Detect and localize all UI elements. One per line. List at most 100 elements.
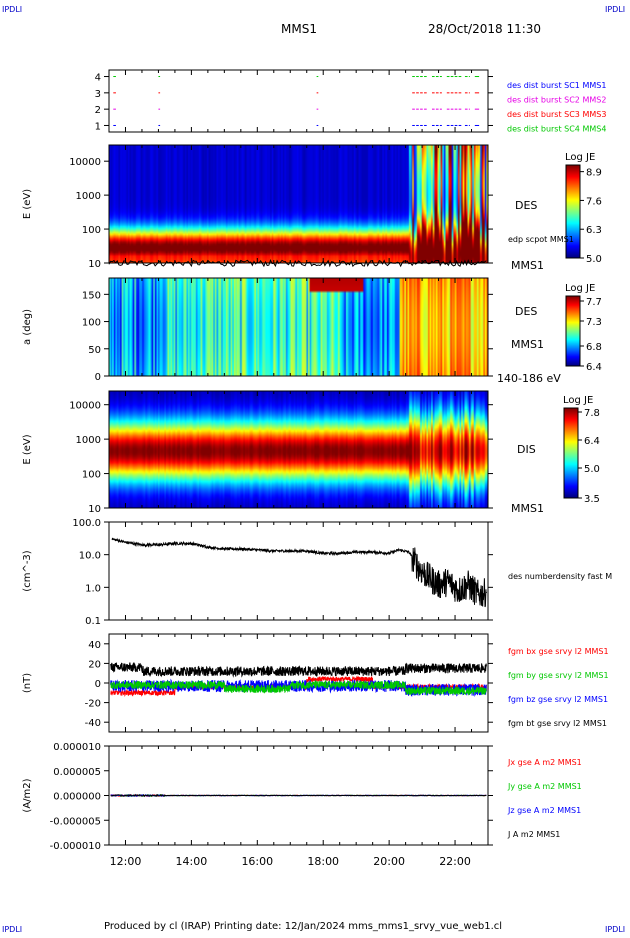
spacecraft-label-1: MMS1	[511, 259, 544, 272]
y-tick-label-2: 150	[82, 290, 101, 301]
spectrogram-layer	[109, 145, 580, 508]
spacecraft-label-2: MMS1	[511, 338, 544, 351]
colorbar-tick-label-3: 7.8	[584, 408, 600, 419]
time-tick-label: 22:00	[439, 855, 471, 868]
bfield-legend-4: fgm bt gse srvy l2 MMS1	[508, 719, 607, 728]
y-tick-label-6: -0.000010	[50, 841, 101, 852]
panel-density-frame	[108, 521, 489, 621]
y-axis-label-3: E (eV)	[22, 434, 33, 464]
colorbar-tick-label-2: 6.8	[586, 342, 602, 353]
corner-label-bottom-left: IPDLI	[2, 925, 22, 934]
bfield-legend-1: fgm bx gse srvy l2 MMS1	[508, 647, 609, 656]
y-tick-label-4: 10.0	[79, 551, 101, 562]
y-axis-label-4: (cm^-3)	[22, 550, 33, 591]
dis-energy-spectrogram	[109, 391, 488, 508]
colorbar-tick-label-2: 7.3	[586, 317, 602, 328]
y-tick-label-2: 0	[95, 372, 101, 383]
footer-text: Produced by cl (IRAP) Printing date: 12/…	[104, 921, 502, 932]
time-tick-label: 16:00	[241, 855, 273, 868]
y-tick-label-4: 100.0	[72, 518, 101, 529]
y-tick-label-3: 1000	[76, 435, 101, 446]
by-line	[110, 679, 487, 697]
corner-label-top-left: IPDLI	[2, 5, 22, 14]
y-tick-label-5: 40	[88, 640, 101, 651]
y-axis-label-1: E (eV)	[22, 189, 33, 219]
des-pitch-angle-spectrogram	[109, 278, 488, 376]
colorbar-frame-2	[565, 295, 581, 367]
colorbar-frame-1	[565, 164, 581, 259]
panel-des-pitch-frame	[108, 277, 489, 377]
colorbar-2	[566, 296, 580, 366]
y-tick-label-5: -40	[85, 718, 101, 729]
y-axis-label-2: a (deg)	[22, 309, 33, 345]
time-tick-label: 12:00	[110, 855, 142, 868]
y-tick-label-1: 100	[82, 225, 101, 236]
y-tick-label-6: 0.000010	[53, 742, 101, 753]
bt-line	[110, 662, 487, 678]
burst-legend-2: des dist burst SC2 MMS2	[507, 96, 606, 105]
colorbar-tick-label-1: 5.0	[586, 254, 602, 265]
current-line-4	[110, 793, 487, 798]
y-tick-label-4: 1.0	[85, 583, 101, 594]
y-tick-label-1: 1000	[76, 191, 101, 202]
time-tick-label: 18:00	[307, 855, 339, 868]
scpot-annotation: edp scpot MMS1	[508, 235, 574, 244]
corner-label-bottom-right: IPDLI	[605, 925, 625, 934]
time-tick-label: 14:00	[176, 855, 208, 868]
plot-layer: 1 2 3 4 des dist burst SC1 MMS1 des dist burs…	[22, 69, 612, 868]
current-legend-2: Jy gse A m2 MMS1	[507, 782, 582, 791]
y-tick-label-2: 50	[88, 345, 101, 356]
colorbar-tick-label-2: 6.4	[586, 362, 602, 373]
current-legend-1: Jx gse A m2 MMS1	[507, 758, 582, 767]
colorbar-tick-label-2: 7.7	[586, 297, 602, 308]
colorbar-title-1: Log JE	[565, 152, 595, 163]
density-line	[111, 537, 487, 608]
y-tick-label-6: 0.000000	[53, 792, 101, 803]
y-axis-label-6: (A/m2)	[22, 778, 33, 812]
burst-legend-1: des dist burst SC1 MMS1	[507, 81, 606, 90]
y-tick-label-5: 20	[88, 659, 101, 670]
y-tick-label-1: 10000	[69, 157, 101, 168]
colorbar-tick-label-3: 6.4	[584, 436, 600, 447]
bfield-legend-3: fgm bz gse srvy l2 MMS1	[508, 695, 608, 704]
page-title: MMS1	[281, 22, 317, 36]
density-legend: des numberdensity fast M	[508, 572, 612, 581]
current-legend-4: J A m2 MMS1	[507, 830, 560, 839]
spacecraft-label-3: MMS1	[511, 502, 544, 515]
burst-legend-4: des dist burst SC4 MMS4	[507, 125, 606, 134]
energy-range-label: 140-186 eV	[497, 372, 561, 385]
burst-legend-3: des dist burst SC3 MMS3	[507, 110, 606, 119]
colorbar-title-2: Log JE	[565, 283, 595, 294]
panel-dis-energy-frame	[108, 390, 489, 509]
colorbar-title-3: Log JE	[563, 395, 593, 406]
current-legend-3: Jz gse A m2 MMS1	[507, 806, 581, 815]
y-tick-label-5: -20	[85, 699, 101, 710]
y-tick-label-0: 4	[95, 73, 101, 84]
des-pitch-label: DES	[515, 305, 537, 318]
colorbar-frame-3	[563, 407, 579, 499]
colorbar-tick-label-1: 6.3	[586, 225, 602, 236]
y-axis-label-5: (nT)	[22, 673, 33, 693]
time-tick-label: 20:00	[373, 855, 405, 868]
y-tick-label-0: 3	[95, 89, 101, 100]
y-tick-label-4: 0.1	[85, 616, 101, 627]
colorbar-3	[564, 408, 578, 498]
des-label: DES	[515, 199, 537, 212]
y-tick-label-3: 100	[82, 470, 101, 481]
scpot-line	[108, 258, 487, 268]
panel-des-energy-frame	[108, 144, 489, 264]
bfield-legend-2: fgm by gse srvy l2 MMS1	[508, 671, 609, 680]
colorbar-tick-label-1: 7.6	[586, 196, 602, 207]
y-tick-label-3: 10	[88, 504, 101, 515]
y-tick-label-0: 2	[95, 105, 101, 116]
y-tick-label-0: 1	[95, 121, 101, 132]
colorbar-1	[566, 165, 580, 258]
y-tick-label-6: -0.000005	[50, 816, 101, 827]
y-tick-label-2: 100	[82, 318, 101, 329]
datetime-label: 28/Oct/2018 11:30	[428, 22, 541, 36]
y-tick-label-6: 0.000005	[53, 767, 101, 778]
colorbar-tick-label-3: 5.0	[584, 464, 600, 475]
panel-burst-frame	[108, 69, 489, 133]
